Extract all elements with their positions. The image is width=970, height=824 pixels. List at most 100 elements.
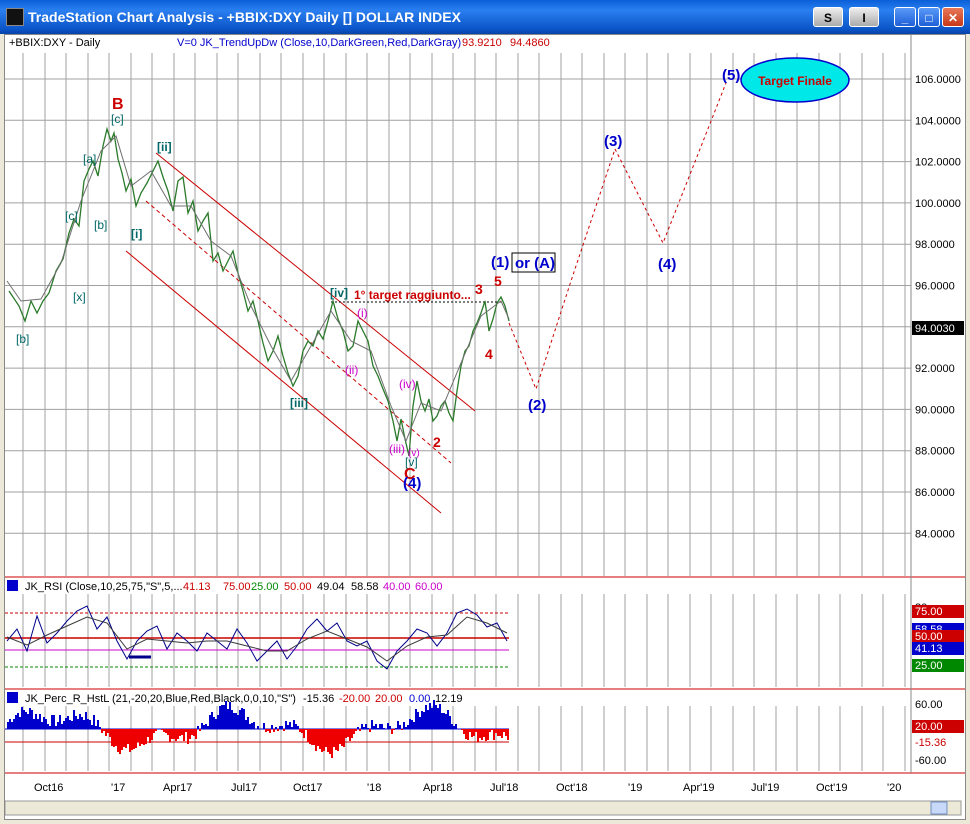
symbol-label: +BBIX:DXY - Daily	[9, 37, 101, 49]
perc-bar	[401, 729, 403, 730]
perc-bar	[455, 724, 457, 729]
perc-bar	[269, 729, 271, 733]
perc-bar	[71, 721, 73, 729]
perc-bar	[443, 713, 445, 729]
perc-value: -20.00	[339, 693, 370, 705]
perc-bar	[51, 715, 53, 729]
perc-bar	[267, 729, 269, 731]
rsi-tick-bg	[912, 659, 964, 672]
perc-bar	[393, 729, 395, 730]
perc-bar	[375, 724, 377, 729]
price-tick: 106.0000	[915, 74, 961, 86]
perc-tick: 60.00	[915, 699, 943, 711]
perc-bar	[19, 717, 21, 729]
perc-bar	[425, 705, 427, 729]
perc-bar	[283, 729, 285, 731]
x-tick: '18	[367, 782, 381, 794]
perc-panel-icon[interactable]	[7, 692, 18, 703]
perc-bar	[161, 729, 163, 730]
perc-bar	[221, 705, 223, 729]
title-bar[interactable]: TradeStation Chart Analysis - +BBIX:DXY …	[0, 0, 970, 34]
wave-iv: [iv]	[330, 286, 348, 300]
close-button[interactable]: ✕	[942, 7, 964, 27]
perc-bar	[489, 729, 491, 732]
perc-bar	[121, 729, 123, 750]
perc-values: -15.36 -20.00 20.00 0.00 12.19	[303, 693, 463, 705]
maximize-button[interactable]: □	[918, 7, 940, 27]
rsi-tick-bg	[912, 642, 964, 655]
perc-bar	[491, 729, 493, 730]
perc-bar	[235, 713, 237, 729]
perc-bar	[481, 729, 483, 740]
perc-bar	[271, 725, 273, 729]
perc-bar	[409, 719, 411, 729]
perc-tick: 20.00	[915, 721, 943, 733]
perc-bar	[469, 729, 471, 732]
perc-bar	[125, 729, 127, 748]
perc-bar	[169, 729, 171, 742]
perc-bar	[47, 724, 49, 729]
perc-bar	[353, 729, 355, 734]
perc-bar	[127, 729, 129, 744]
wave-pii: (ii)	[345, 363, 358, 377]
perc-bar	[177, 729, 179, 739]
perc-bar	[149, 729, 151, 743]
perc-bar	[363, 727, 365, 729]
wave-or-A: or (A)	[515, 255, 555, 272]
price-tick: 90.0000	[915, 404, 955, 416]
perc-bar	[211, 712, 213, 729]
rsi-signal-line	[6, 616, 508, 662]
perc-bar	[257, 726, 259, 729]
perc-bar	[287, 725, 289, 729]
price-tick: 88.0000	[915, 446, 955, 458]
perc-bar	[129, 729, 131, 752]
perc-bar	[233, 713, 235, 729]
perc-bar	[105, 729, 107, 736]
minimize-button[interactable]: _	[894, 7, 916, 27]
perc-bar	[329, 729, 331, 754]
perc-bar	[55, 726, 57, 729]
perc-bar	[251, 723, 253, 729]
rsi-tick-bg	[912, 630, 964, 643]
perc-bar	[41, 722, 43, 729]
perc-bar	[285, 721, 287, 729]
perc-bar	[39, 714, 41, 729]
perc-bar	[507, 729, 509, 740]
wave-pv: (v)	[408, 448, 420, 459]
perc-bar	[57, 722, 59, 729]
perc-bar	[65, 718, 67, 729]
rsi-panel-icon[interactable]	[7, 580, 18, 591]
perc-bar	[117, 729, 119, 752]
chart-svg[interactable]: Target Finale B [c] [a] [c] [b] [x] [b] …	[4, 35, 965, 819]
perc-bar	[447, 710, 449, 729]
perc-bar	[155, 729, 157, 731]
perc-bar	[485, 729, 487, 741]
perc-value: 0.00	[409, 693, 430, 705]
perc-bar	[87, 719, 89, 729]
perc-bar	[175, 729, 177, 741]
wave-B: B	[112, 96, 124, 113]
horizontal-scrollbar[interactable]	[4, 800, 962, 816]
perc-bar	[463, 729, 465, 734]
scroll-thumb[interactable]	[930, 801, 948, 815]
chart-area[interactable]: Target Finale B [c] [a] [c] [b] [x] [b] …	[4, 34, 966, 820]
price-tick: 96.0000	[915, 281, 955, 293]
perc-value: 20.00	[375, 693, 403, 705]
wave-c-top: [c]	[111, 112, 124, 126]
perc-bar	[333, 729, 335, 747]
indicator-label: V=0 JK_TrendUpDw (Close,10,DarkGreen,Red…	[177, 37, 461, 49]
perc-bar	[263, 723, 265, 729]
perc-bar	[339, 729, 341, 744]
s-menu-button[interactable]: S	[813, 7, 843, 27]
indicator-value-2: 94.4860	[510, 37, 550, 49]
perc-bar	[79, 714, 81, 729]
perc-bar	[311, 729, 313, 745]
perc-bar	[273, 729, 275, 732]
perc-bar	[293, 720, 295, 729]
perc-tick: -15.36	[915, 737, 946, 749]
i-menu-button[interactable]: I	[849, 7, 879, 27]
rsi-values: 41.13 75.00 25.00 50.00 49.04 58.58 40.00 60.00	[183, 581, 443, 593]
price-tick: 102.0000	[915, 157, 961, 169]
x-tick: Jul17	[231, 782, 257, 794]
perc-bar	[325, 729, 327, 747]
